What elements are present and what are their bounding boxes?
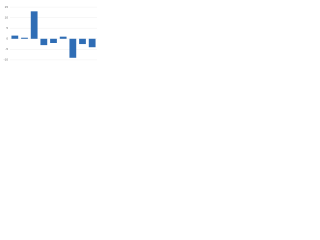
- y-tick-label: -5: [5, 47, 8, 51]
- y-tick-label: 15: [5, 5, 9, 9]
- bar: [69, 38, 77, 58]
- chart: -10 -5 0 5 10 15: [4, 5, 97, 62]
- y-tick-label: 0: [6, 37, 8, 41]
- bar: [40, 38, 48, 46]
- bar: [59, 36, 67, 39]
- bar: [21, 37, 28, 39]
- y-tick-label: 5: [6, 26, 8, 30]
- y-tick-label: -10: [4, 58, 9, 62]
- bar: [88, 38, 96, 48]
- bar: [79, 38, 86, 45]
- y-tick-label: 10: [5, 15, 9, 19]
- bar: [30, 11, 38, 39]
- bar: [11, 35, 19, 39]
- bar: [50, 38, 57, 43]
